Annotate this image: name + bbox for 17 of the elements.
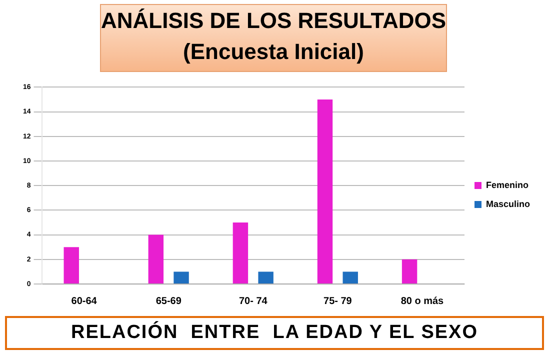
bar bbox=[402, 259, 418, 284]
bar bbox=[232, 222, 248, 284]
x-tick-label: 65-69 bbox=[156, 296, 182, 307]
legend-label: Femenino bbox=[486, 180, 529, 190]
bar bbox=[64, 247, 79, 284]
bar bbox=[258, 272, 274, 284]
x-tick-label: 60-64 bbox=[71, 296, 98, 307]
bar bbox=[342, 272, 358, 284]
x-tick-label: 75- 79 bbox=[324, 296, 352, 307]
bar bbox=[174, 272, 189, 284]
bar bbox=[148, 234, 164, 284]
text: RELACIÓN ENTRE LA EDAD Y EL SEXO bbox=[5, 316, 544, 350]
chart-title: ANÁLISIS DE LOS RESULTADOS (Encuesta Inicial) bbox=[100, 4, 447, 72]
x-tick-label: 70- 74 bbox=[238, 296, 268, 307]
x-tick-label: 80 o más bbox=[400, 296, 444, 307]
bar bbox=[317, 100, 333, 284]
legend-label: Masculino bbox=[486, 198, 530, 209]
